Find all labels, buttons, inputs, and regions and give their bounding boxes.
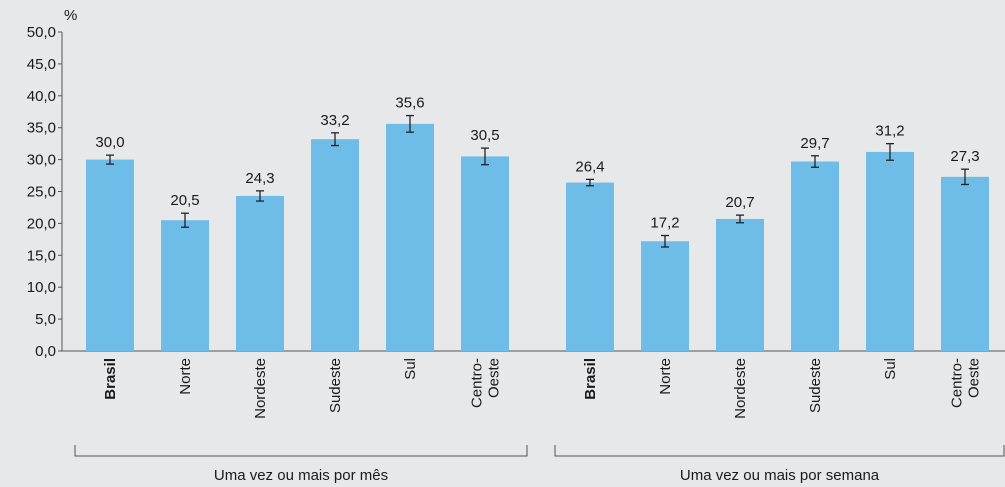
bar: [866, 151, 914, 351]
x-tick-label: Sudeste: [807, 358, 824, 413]
y-tick-label: 35,0: [27, 120, 56, 137]
x-tick-label: Nordeste: [732, 358, 749, 419]
value-label: 24,3: [245, 170, 274, 187]
x-tick-label: Brasil: [582, 358, 599, 400]
group-bracket: [74, 445, 528, 457]
value-label: 27,3: [950, 148, 979, 165]
bar: [161, 220, 209, 351]
value-label: 31,2: [875, 123, 904, 140]
y-tick-label: 25,0: [27, 184, 56, 201]
y-tick-label: 45,0: [27, 56, 56, 73]
x-tick-label: Sul: [402, 358, 419, 380]
y-unit: %: [64, 7, 77, 24]
value-label: 30,0: [95, 134, 124, 151]
bar: [461, 156, 509, 351]
bar: [86, 159, 134, 351]
bar: [566, 182, 614, 351]
group-label: Uma vez ou mais por semana: [680, 467, 880, 484]
value-label: 30,5: [470, 127, 499, 144]
bar: [386, 123, 434, 351]
value-label: 20,7: [725, 194, 754, 211]
x-tick-label: Brasil: [102, 358, 119, 400]
y-tick-label: 15,0: [27, 247, 56, 264]
y-tick-label: 5,0: [35, 311, 56, 328]
bar: [941, 176, 989, 351]
value-label: 20,5: [170, 192, 199, 209]
y-tick-label: 40,0: [27, 88, 56, 105]
bar: [716, 218, 764, 351]
x-tick-label: Norte: [657, 358, 674, 395]
y-tick-label: 10,0: [27, 279, 56, 296]
group-label: Uma vez ou mais por mês: [214, 467, 388, 484]
y-tick-label: 20,0: [27, 215, 56, 232]
y-tick-label: 50,0: [27, 24, 56, 41]
value-label: 29,7: [800, 135, 829, 152]
x-tick-label: Centro-Oeste: [469, 358, 503, 408]
bar: [236, 195, 284, 351]
value-label: 26,4: [575, 158, 604, 175]
bar: [311, 139, 359, 351]
group-bracket: [554, 445, 1005, 457]
y-tick-label: 30,0: [27, 152, 56, 169]
x-tick-label: Norte: [177, 358, 194, 395]
bar: [641, 241, 689, 351]
value-label: 35,6: [395, 95, 424, 112]
value-label: 17,2: [650, 215, 679, 232]
x-tick-label: Centro-Oeste: [949, 358, 983, 408]
value-label: 33,2: [320, 112, 349, 129]
x-tick-label: Nordeste: [252, 358, 269, 419]
x-tick-label: Sudeste: [327, 358, 344, 413]
y-tick-label: 0,0: [35, 343, 56, 360]
bar: [791, 161, 839, 351]
x-tick-label: Sul: [882, 358, 899, 380]
